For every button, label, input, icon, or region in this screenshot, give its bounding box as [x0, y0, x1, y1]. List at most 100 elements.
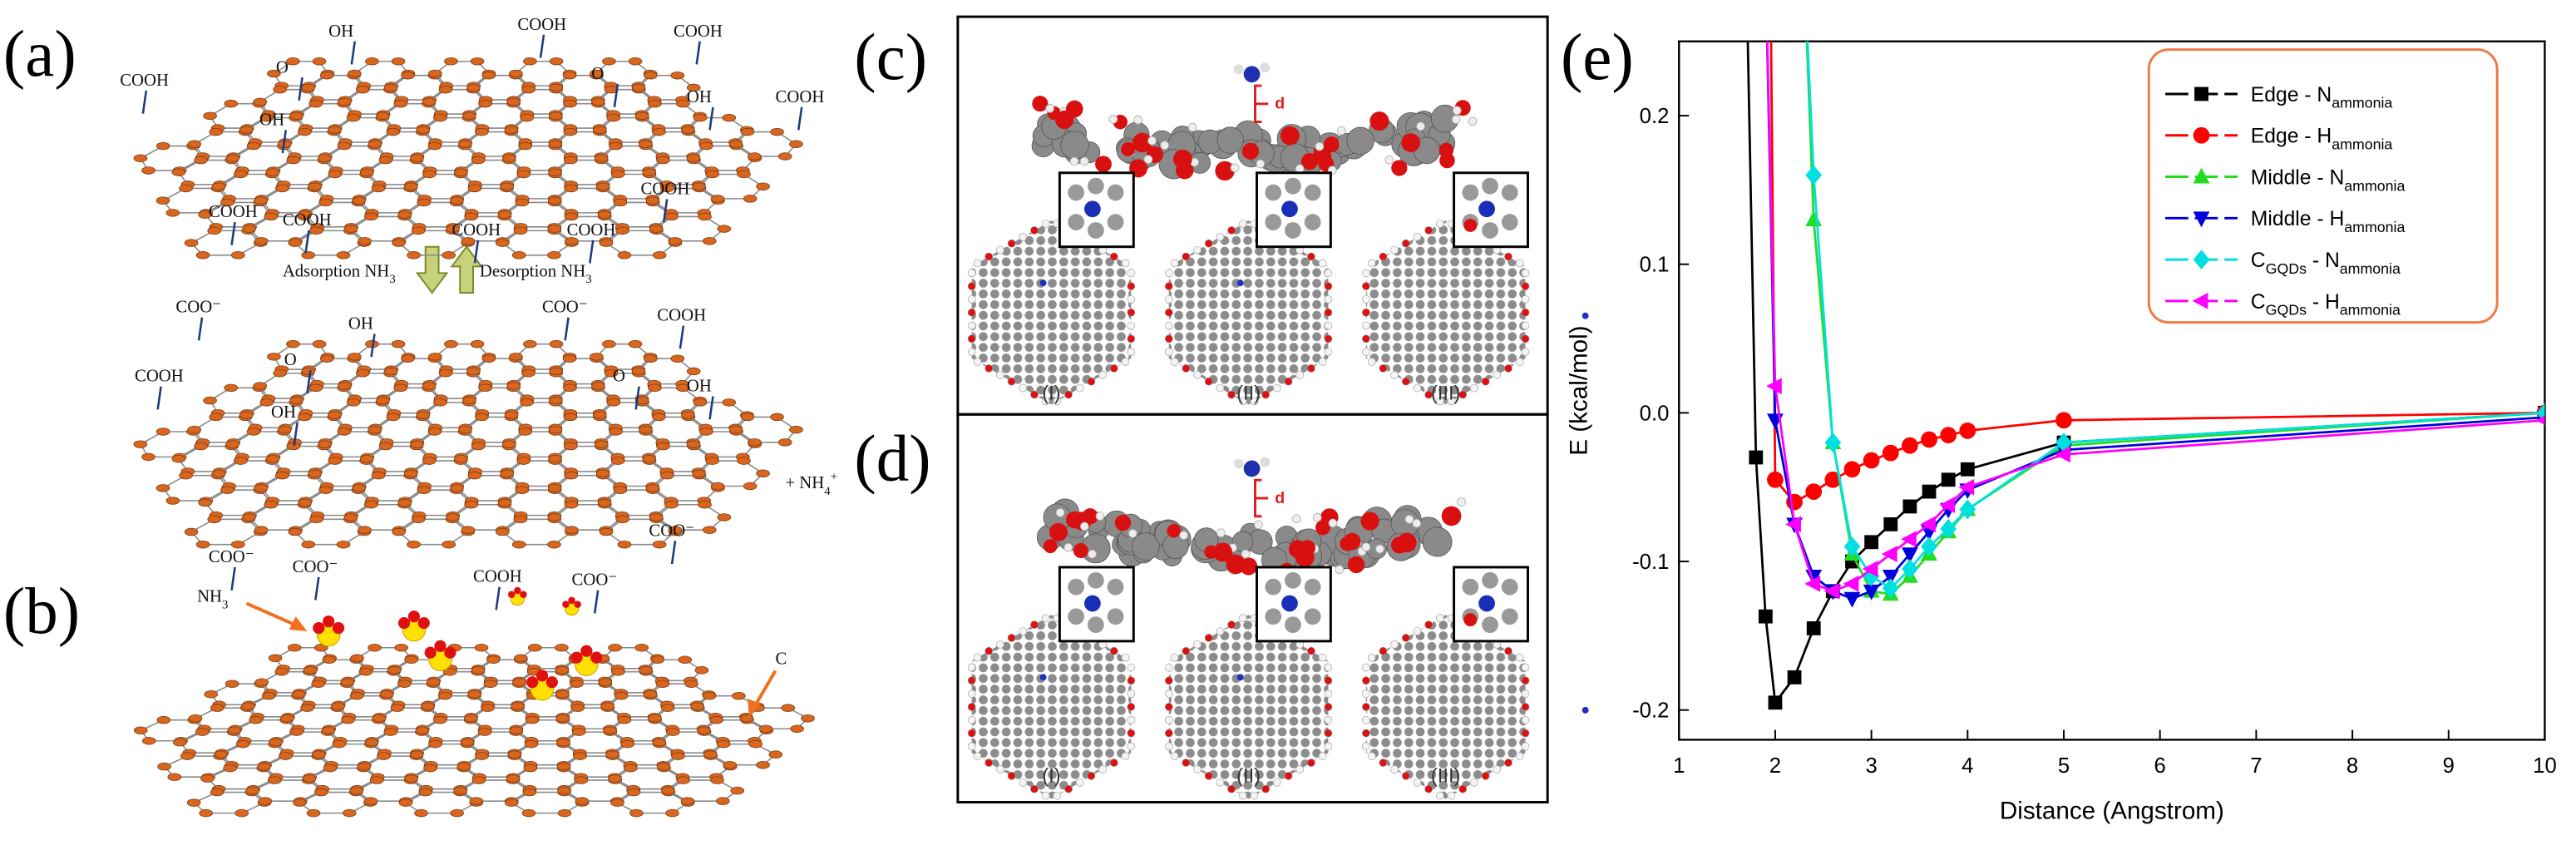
carbon-atom [521, 369, 535, 378]
o-atom [1347, 556, 1365, 574]
carbon-atom [692, 182, 706, 190]
carbon-atom [239, 126, 254, 135]
carbon-atom [524, 739, 539, 749]
carbon-atom [286, 156, 301, 165]
carbon-atom [312, 750, 326, 759]
edge-o [1193, 245, 1202, 255]
carbon-atom [259, 113, 274, 122]
edge-o [1127, 729, 1136, 738]
desorption-label-part: Desorption NH [480, 262, 585, 280]
edge-o [1127, 308, 1136, 317]
carbon-atom [563, 383, 577, 393]
inset-atom [1265, 578, 1282, 596]
marker [1882, 444, 1899, 462]
edge-o [1390, 765, 1399, 774]
x-axis-title: Distance (Angstrom) [2000, 797, 2224, 824]
ammonium-label: + NH4+ [785, 470, 837, 498]
carbon-atom [609, 428, 623, 436]
edge-o [1413, 383, 1422, 393]
carbon-atom [748, 739, 763, 749]
edge-o [1362, 334, 1370, 344]
carbon-atom [411, 226, 426, 235]
carbon-atom [730, 786, 745, 795]
h-atom [1069, 156, 1079, 166]
x-tick-label: 7 [2250, 754, 2262, 778]
o-atom [1172, 149, 1192, 169]
carbon-atom [645, 196, 660, 205]
edge-o [1362, 676, 1370, 685]
inset-atom [1107, 578, 1124, 596]
carbon-atom [613, 198, 628, 207]
h-atom [407, 610, 421, 623]
carbon-atom [604, 369, 619, 378]
edge-o [1109, 646, 1118, 655]
carbon-atom [350, 654, 364, 663]
legend-entry-part: ammonia [2344, 219, 2405, 235]
carbon-atom [298, 210, 313, 219]
carbon-atom [133, 726, 148, 734]
edge-o [1053, 791, 1062, 800]
carbon-atom [401, 71, 415, 80]
edge-o [1261, 390, 1270, 399]
o-atom [1043, 539, 1058, 554]
group-label: OH [687, 378, 712, 396]
edge-o [985, 759, 994, 767]
h-atom [580, 645, 593, 657]
carbon-atom [697, 726, 711, 734]
carbon-atom [515, 198, 530, 207]
carbon-atom [777, 152, 792, 161]
carbon-atom [469, 797, 484, 805]
edge-o [1250, 791, 1259, 800]
edge-o [985, 252, 994, 261]
carbon-atom [462, 396, 476, 405]
edge-o [1362, 308, 1370, 317]
carbon-atom [253, 97, 268, 106]
edge-o [1504, 759, 1513, 767]
carbon-atom [549, 339, 564, 348]
bond-stick [298, 77, 303, 101]
carbon-atom [591, 382, 605, 390]
carbon-atom [506, 774, 521, 783]
carbon-atom [699, 428, 713, 436]
carbon-atom [756, 469, 770, 478]
carbon-atom [267, 69, 281, 78]
carbon-atom [474, 644, 489, 652]
carbon-atom [467, 471, 482, 480]
carbon-atom [516, 170, 531, 179]
carbon-atom [301, 540, 316, 549]
group-label: O [276, 58, 289, 77]
edge-o [1504, 646, 1513, 655]
carbon-atom [265, 454, 280, 463]
carbon-atom [605, 750, 619, 759]
o-atom [1441, 506, 1462, 526]
legend-entry-part: - H [2307, 291, 2340, 314]
carbon-atom [504, 126, 519, 135]
carbon-atom [338, 382, 352, 390]
h-atom [1260, 457, 1271, 467]
structure-label: (II) [1236, 765, 1261, 787]
carbon-atom [639, 666, 654, 675]
edge-o [1170, 259, 1179, 268]
carbon-atom [686, 154, 701, 162]
carbon-atom [308, 182, 322, 190]
flake [1168, 220, 1329, 405]
h-atom [535, 670, 549, 682]
h-atom [332, 621, 345, 635]
edge-o [1470, 383, 1478, 393]
h-atom [514, 586, 521, 595]
edge-o [1127, 282, 1136, 290]
carbon-atom [156, 715, 171, 724]
edge-o [1470, 778, 1478, 787]
edge-o [1362, 269, 1370, 278]
carbon-atom [666, 728, 680, 736]
carbon-atom [392, 527, 406, 536]
carbon-atom [511, 540, 526, 549]
carbon-atom [563, 442, 578, 451]
edge-o [1164, 742, 1173, 751]
carbon-atom [421, 702, 435, 710]
x-tick-label: 10 [2533, 754, 2557, 778]
carbon-atom [363, 797, 378, 805]
carbon-atom [518, 141, 532, 151]
group-label: OH [328, 22, 353, 41]
h-atom [1187, 122, 1197, 132]
